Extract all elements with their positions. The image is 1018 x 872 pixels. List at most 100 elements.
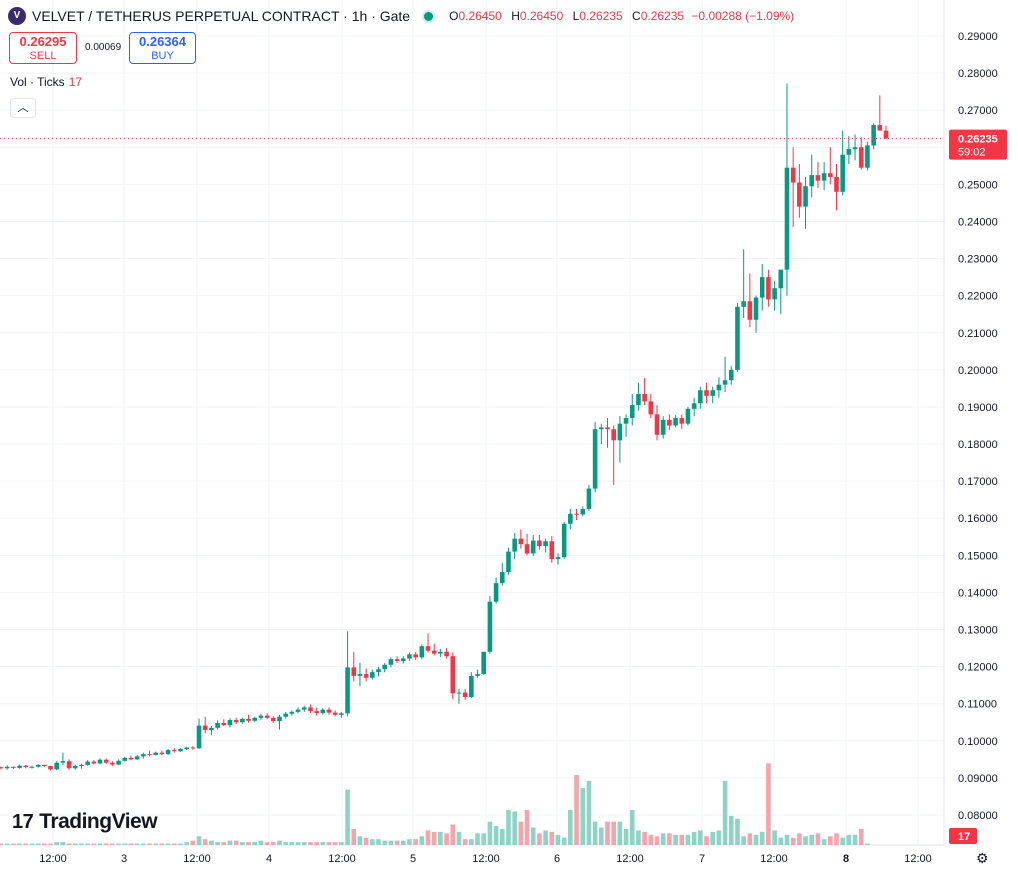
volume-bar [264, 842, 270, 845]
candle-body [555, 557, 561, 560]
y-tick-label: 0.23000 [958, 254, 998, 266]
candle-body [722, 380, 728, 385]
candle-body [122, 757, 128, 761]
volume-bar [809, 834, 815, 845]
volume-bar [246, 842, 251, 845]
volume-legend[interactable]: Vol · Ticks 17 [10, 75, 82, 89]
y-tick-label: 0.17000 [958, 476, 998, 488]
candle-body [196, 725, 202, 749]
sell-button[interactable]: 0.26295 SELL [9, 32, 77, 64]
y-tick-label: 0.14000 [958, 587, 998, 599]
volume-bar [196, 836, 202, 845]
volume-bar [580, 788, 586, 845]
candle-body [283, 713, 288, 717]
volume-bar [797, 833, 802, 845]
bar-countdown: 59:02 [958, 147, 986, 159]
candle-body [654, 414, 660, 435]
candle-body [858, 147, 864, 168]
volume-bar [159, 843, 165, 845]
volume-bar [11, 843, 16, 845]
volume-bar [654, 836, 660, 845]
candle-body [759, 277, 765, 298]
candle-body [710, 390, 716, 396]
candle-body [772, 288, 777, 300]
candle-body [277, 716, 282, 722]
candle-body [704, 390, 709, 396]
volume-bar [772, 830, 777, 845]
volume-bar [202, 839, 208, 845]
candle-body [271, 717, 276, 722]
volume-bar [85, 843, 90, 845]
buy-price: 0.26364 [139, 34, 186, 49]
candle-body [462, 692, 468, 698]
y-tick-label: 0.11000 [958, 699, 997, 711]
gear-icon[interactable]: ⚙ [976, 850, 989, 866]
volume-bar [165, 843, 171, 845]
volume-bar [691, 831, 697, 845]
candle-body [840, 154, 845, 192]
y-tick-label: 0.09000 [958, 773, 998, 785]
volume-bar [698, 830, 703, 845]
y-tick-label: 0.21000 [958, 328, 998, 340]
candle-body [871, 125, 876, 146]
volume-tag [949, 828, 977, 844]
volume-bar [141, 843, 146, 845]
symbol-title[interactable]: VELVET / TETHERUS PERPETUAL CONTRACT · 1… [32, 8, 411, 24]
candle-body [698, 390, 703, 404]
x-tick-label: 12:00 [904, 853, 932, 865]
candle-body [370, 672, 375, 678]
volume-bar [673, 834, 678, 845]
candle-body [425, 646, 431, 651]
candle-body [716, 384, 722, 391]
volume-bar [518, 821, 524, 845]
candle-body [580, 508, 586, 515]
volume-bar [42, 843, 47, 845]
current-price-tag [949, 129, 1007, 160]
y-tick-label: 0.28000 [958, 68, 998, 80]
volume-bar [283, 842, 288, 845]
volume-bar [240, 842, 245, 845]
volume-bar [97, 843, 103, 845]
volume-bar [233, 840, 239, 845]
x-tick-label: 5 [410, 853, 416, 865]
volume-bar [178, 843, 183, 845]
tradingview-logo[interactable]: 17 TradingView [12, 810, 158, 834]
volume-bar [728, 815, 734, 845]
candle-body [388, 659, 394, 665]
candle-body [766, 277, 771, 300]
candle-body [642, 393, 647, 402]
volume-bar [326, 842, 332, 845]
y-tick-label: 0.16000 [958, 513, 998, 525]
candle-body [735, 306, 740, 370]
volume-bar [400, 840, 406, 845]
x-tick-label: 6 [554, 853, 560, 865]
volume-bar [227, 840, 233, 845]
chevron-up-icon[interactable]: ︿ [10, 98, 36, 118]
x-tick-label: 12:00 [183, 853, 211, 865]
candle-body [314, 711, 319, 713]
y-tick-label: 0.29000 [958, 31, 998, 43]
volume-bar [116, 843, 121, 845]
volume-bar [110, 843, 115, 845]
candle-body [475, 674, 480, 676]
volume-bar [345, 789, 350, 845]
volume-bar [456, 831, 462, 845]
candle-body [17, 765, 22, 768]
candle-body [450, 656, 456, 694]
volume-bar [667, 833, 672, 845]
candle-body [103, 759, 109, 763]
x-tick-label: 12:00 [39, 853, 67, 865]
volume-bar [846, 834, 852, 845]
candle-body [499, 572, 505, 584]
velvet-logo-icon: V [8, 7, 26, 25]
candle-body [605, 427, 610, 430]
y-tick-label: 0.25000 [958, 179, 998, 191]
candle-body [481, 651, 487, 675]
buy-button[interactable]: 0.26364 BUY [129, 32, 196, 64]
volume-bar [425, 830, 431, 845]
candle-body [599, 427, 604, 430]
volume-bar [308, 842, 313, 845]
volume-bar [629, 810, 635, 845]
volume-bar [357, 836, 363, 845]
